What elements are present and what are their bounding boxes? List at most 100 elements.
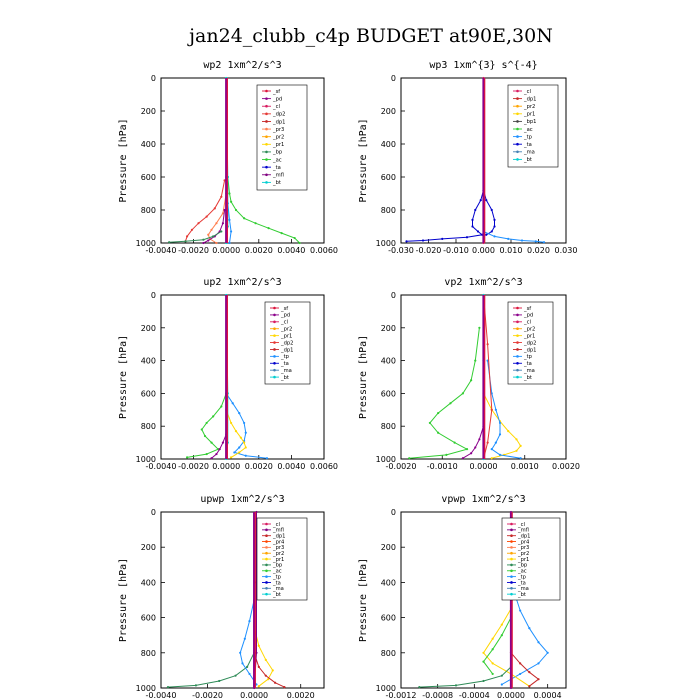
data-point xyxy=(220,405,223,408)
legend-marker xyxy=(265,135,268,138)
data-point xyxy=(421,239,425,242)
data-point xyxy=(243,421,246,425)
legend-entry: _ma xyxy=(280,368,292,374)
legend-entry: _pr2 xyxy=(272,134,284,140)
legend-entry: _bp xyxy=(272,150,283,156)
data-point xyxy=(546,651,549,654)
x-tick-label: -0.0040 xyxy=(146,246,177,255)
data-point xyxy=(537,662,540,665)
data-point xyxy=(248,672,251,676)
data-point xyxy=(190,228,194,231)
data-point xyxy=(542,241,546,244)
data-point xyxy=(507,237,510,240)
x-tick-label: 0.0060 xyxy=(310,246,338,255)
legend-entry: _dp1 xyxy=(523,347,536,353)
data-point xyxy=(519,672,522,676)
legend-entry: _pr3 xyxy=(272,545,284,551)
data-point xyxy=(238,446,241,449)
legend-marker xyxy=(265,557,268,561)
data-point xyxy=(207,233,210,236)
legend-marker xyxy=(273,313,276,317)
data-point xyxy=(490,230,493,233)
y-tick-label: 400 xyxy=(381,578,396,587)
legend-entry: _tp xyxy=(272,574,282,580)
legend-marker xyxy=(265,528,268,532)
data-point xyxy=(470,452,473,455)
legend-entry: _pr1 xyxy=(272,142,284,148)
y-axis-label: Pressure [hPa] xyxy=(358,118,369,202)
data-point xyxy=(221,212,225,215)
legend-marker xyxy=(510,557,513,561)
plot-frame xyxy=(160,77,325,244)
legend-marker xyxy=(516,112,519,116)
panel-title: wp2 1xm^2/s^3 xyxy=(203,60,281,71)
x-tick-label: 0.020 xyxy=(527,246,550,255)
data-point xyxy=(474,446,477,449)
x-tick-label: -0.0020 xyxy=(192,691,223,700)
legend-marker xyxy=(265,150,268,154)
data-point xyxy=(528,685,531,688)
legend-marker xyxy=(265,173,268,177)
data-point xyxy=(205,215,208,218)
data-point xyxy=(166,686,170,689)
data-point xyxy=(405,240,408,243)
data-point xyxy=(248,620,251,623)
legend-entry: _tp xyxy=(517,574,527,580)
data-point xyxy=(490,208,493,212)
data-point xyxy=(441,237,444,240)
x-tick-label: 0.000 xyxy=(472,246,495,255)
legend-marker xyxy=(516,306,519,310)
panel-title: vpwp 1xm^2/s^3 xyxy=(441,494,525,505)
legend-marker xyxy=(265,158,268,161)
legend-entry: _pr2 xyxy=(280,327,292,333)
chart-panel-4: vp2 1xm^2/s^3 Pressure [hPa] 0 200 400 600 800… xyxy=(358,277,580,471)
legend-entry: _dp2 xyxy=(272,112,285,118)
data-point xyxy=(231,402,234,405)
x-tick-label: 0.0020 xyxy=(245,462,273,471)
chart-panel-3: up2 1xm^2/s^3 Pressure [hPa] 0 200 400 600 800… xyxy=(118,277,338,471)
legend-entry: _dp1 xyxy=(523,96,536,102)
y-tick-label: 400 xyxy=(381,140,396,149)
data-point xyxy=(494,408,497,411)
data-point xyxy=(454,684,458,687)
data-point xyxy=(243,441,246,444)
chart-panels: wp2 1xm^2/s^3 Pressure [hPa] 0 200 400 600 800… xyxy=(118,60,580,700)
data-point xyxy=(239,651,242,654)
legend-entry: _dp1 xyxy=(272,119,285,125)
data-point xyxy=(229,230,233,233)
data-point xyxy=(239,436,242,439)
data-point xyxy=(470,379,473,382)
data-point xyxy=(215,241,218,245)
legend-marker xyxy=(265,97,268,100)
legend-marker xyxy=(516,120,519,123)
x-tick-label: -0.020 xyxy=(416,246,442,255)
y-tick-label: 400 xyxy=(141,140,156,149)
data-point xyxy=(283,686,286,689)
x-tick-label: 0.0000 xyxy=(212,462,240,471)
legend-entry: _pr4 xyxy=(272,539,285,545)
legend-marker xyxy=(273,341,276,344)
legend-marker xyxy=(516,313,519,317)
series-line-bp xyxy=(419,666,512,688)
data-point xyxy=(228,241,231,245)
data-point xyxy=(257,644,260,647)
y-tick-label: 600 xyxy=(381,614,396,623)
y-axis-label: Pressure [hPa] xyxy=(358,335,369,419)
series-line-dp2 xyxy=(184,180,226,242)
legend-marker xyxy=(273,327,276,331)
series-line-bp xyxy=(167,652,255,688)
data-point xyxy=(234,674,237,677)
data-point xyxy=(243,637,246,640)
data-point xyxy=(265,457,269,460)
data-point xyxy=(493,218,496,221)
legend-marker xyxy=(265,563,268,567)
data-point xyxy=(471,218,474,221)
legend-entry: _bt xyxy=(280,375,289,381)
data-point xyxy=(482,679,485,683)
y-tick-label: 600 xyxy=(381,173,396,182)
data-point xyxy=(428,421,431,425)
legend-marker xyxy=(265,127,268,131)
y-tick-label: 800 xyxy=(141,206,156,215)
data-point xyxy=(479,199,482,202)
